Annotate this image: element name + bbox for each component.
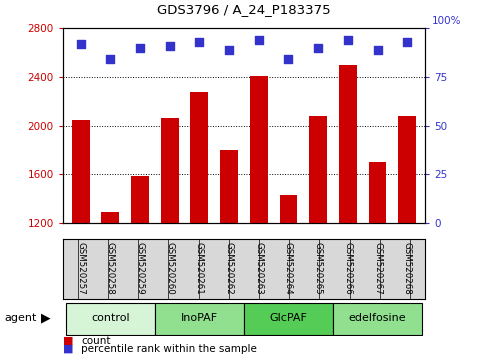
Bar xyxy=(369,162,386,223)
Point xyxy=(344,37,352,43)
Text: GlcPAF: GlcPAF xyxy=(270,313,307,323)
Text: GSM520265: GSM520265 xyxy=(313,242,323,295)
Text: edelfosine: edelfosine xyxy=(349,313,406,323)
Point xyxy=(166,43,173,48)
Text: ▶: ▶ xyxy=(41,312,51,324)
Bar xyxy=(244,303,333,335)
Bar xyxy=(398,116,416,223)
Text: InoPAF: InoPAF xyxy=(181,313,218,323)
Bar xyxy=(333,303,422,335)
Text: agent: agent xyxy=(5,313,37,323)
Point xyxy=(136,45,144,51)
Bar xyxy=(250,76,268,223)
Text: GSM520268: GSM520268 xyxy=(403,242,412,295)
Point xyxy=(196,39,203,45)
Point xyxy=(403,39,411,45)
Bar xyxy=(66,303,155,335)
Text: ■: ■ xyxy=(63,344,73,354)
Bar xyxy=(161,118,179,223)
Bar xyxy=(71,120,89,223)
Point xyxy=(314,45,322,51)
Text: control: control xyxy=(91,313,129,323)
Text: percentile rank within the sample: percentile rank within the sample xyxy=(81,344,257,354)
Text: GSM520258: GSM520258 xyxy=(106,242,115,295)
Point xyxy=(106,57,114,62)
Bar xyxy=(155,303,244,335)
Bar xyxy=(131,176,149,223)
Text: GSM520259: GSM520259 xyxy=(136,242,144,295)
Text: 100%: 100% xyxy=(432,16,462,27)
Bar xyxy=(309,116,327,223)
Text: ■: ■ xyxy=(63,336,73,346)
Text: GSM520257: GSM520257 xyxy=(76,242,85,295)
Point xyxy=(225,47,233,52)
Point xyxy=(255,37,263,43)
Text: GSM520260: GSM520260 xyxy=(165,242,174,295)
Text: GSM520264: GSM520264 xyxy=(284,242,293,295)
Text: GDS3796 / A_24_P183375: GDS3796 / A_24_P183375 xyxy=(157,3,331,16)
Bar xyxy=(101,212,119,223)
Point xyxy=(374,47,382,52)
Point xyxy=(284,57,292,62)
Text: GSM520266: GSM520266 xyxy=(343,242,352,295)
Bar xyxy=(220,150,238,223)
Bar xyxy=(339,65,357,223)
Point xyxy=(77,41,85,47)
Text: GSM520263: GSM520263 xyxy=(254,242,263,295)
Text: GSM520261: GSM520261 xyxy=(195,242,204,295)
Text: GSM520262: GSM520262 xyxy=(225,242,234,295)
Text: GSM520267: GSM520267 xyxy=(373,242,382,295)
Text: count: count xyxy=(81,336,111,346)
Bar xyxy=(190,92,208,223)
Bar xyxy=(280,195,298,223)
